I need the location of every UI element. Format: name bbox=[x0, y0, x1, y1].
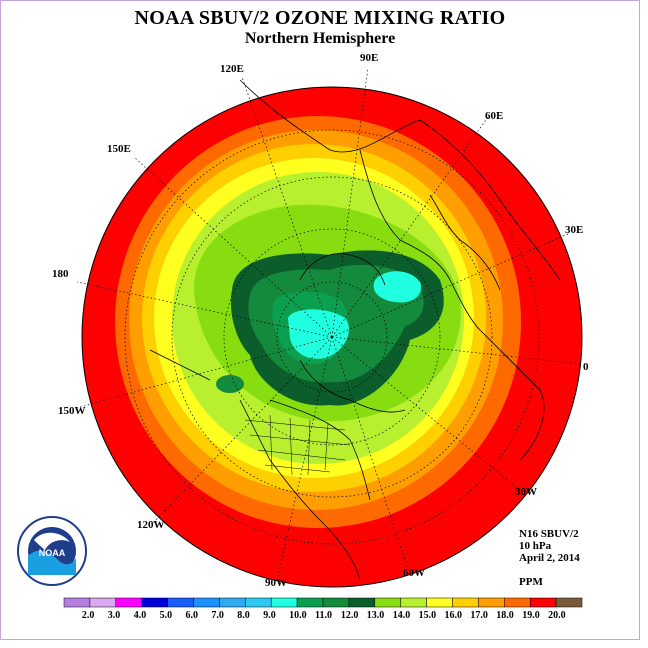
colorbar-swatch bbox=[529, 597, 557, 608]
colorbar-tick-label: 17.0 bbox=[470, 610, 488, 621]
graticule bbox=[76, 67, 581, 581]
colorbar-swatch bbox=[400, 597, 427, 608]
colorbar-swatch bbox=[270, 597, 298, 608]
colorbar-swatch bbox=[141, 597, 168, 608]
colorbar-swatch bbox=[245, 597, 272, 608]
figure-frame bbox=[0, 0, 640, 640]
lon-label-0: 0 bbox=[583, 361, 589, 373]
lon-label-90e: 90E bbox=[360, 52, 378, 64]
lon-label-150w: 150W bbox=[58, 405, 86, 417]
colorbar-tick-label: 5.0 bbox=[160, 610, 173, 621]
instrument-label: N16 SBUV/2 bbox=[519, 528, 579, 540]
lon-label-30w: 30W bbox=[515, 486, 537, 498]
colorbar-tick-label: 13.0 bbox=[367, 610, 385, 621]
colorbar-swatch bbox=[452, 597, 479, 608]
noaa-logo: NOAA bbox=[17, 516, 87, 586]
lon-label-120w: 120W bbox=[137, 519, 165, 531]
ozone-field bbox=[82, 87, 582, 587]
colorbar-swatch bbox=[322, 597, 350, 608]
colorbar-tick-label: 2.0 bbox=[82, 610, 95, 621]
colorbar-swatch bbox=[478, 597, 505, 608]
colorbar-tick-label: 15.0 bbox=[419, 610, 437, 621]
colorbar-tick-label: 3.0 bbox=[108, 610, 121, 621]
colorbar-tick-label: 19.0 bbox=[522, 610, 540, 621]
lon-label-180: 180 bbox=[52, 268, 69, 280]
colorbar-swatch bbox=[167, 597, 194, 608]
level-label: 10 hPa bbox=[519, 540, 552, 552]
colorbar-swatch bbox=[63, 597, 91, 608]
colorbar-tick-label: 16.0 bbox=[445, 610, 463, 621]
map-title: NOAA SBUV/2 OZONE MIXING RATIO bbox=[134, 7, 506, 29]
lon-label-90w: 90W bbox=[265, 577, 287, 589]
colorbar-swatch bbox=[348, 597, 376, 608]
units-label: PPM bbox=[519, 576, 543, 588]
colorbar-tick-label: 18.0 bbox=[496, 610, 514, 621]
colorbar-swatch bbox=[193, 597, 220, 608]
lon-label-150e: 150E bbox=[107, 143, 131, 155]
colorbar-swatch bbox=[426, 597, 453, 608]
colorbar-tick-label: 8.0 bbox=[237, 610, 250, 621]
noaa-logo-text: NOAA bbox=[39, 548, 66, 558]
colorbar-tick-label: 9.0 bbox=[263, 610, 276, 621]
colorbar-swatch bbox=[219, 597, 246, 608]
field-band-9a bbox=[288, 309, 349, 359]
map-boundary bbox=[81, 86, 583, 588]
colorbar-tick-label: 11.0 bbox=[315, 610, 332, 621]
colorbar-swatch bbox=[504, 597, 531, 608]
lon-label-120e: 120E bbox=[220, 63, 244, 75]
colorbar-tick-label: 4.0 bbox=[134, 610, 147, 621]
political-boundaries bbox=[244, 414, 351, 476]
colorbar-tick-label: 14.0 bbox=[393, 610, 411, 621]
colorbar-tick-label: 20.0 bbox=[548, 610, 566, 621]
colorbar-tick-label: 7.0 bbox=[211, 610, 224, 621]
lon-label-60e: 60E bbox=[485, 110, 503, 122]
colorbar-swatch bbox=[555, 597, 583, 608]
colorbar-tick-label: 10.0 bbox=[289, 610, 307, 621]
date-label: April 2, 2014 bbox=[519, 552, 580, 564]
colorbar-swatch bbox=[89, 597, 117, 608]
colorbar-swatch bbox=[115, 597, 142, 608]
map-subtitle: Northern Hemisphere bbox=[244, 30, 396, 47]
lon-label-30e: 30E bbox=[565, 224, 583, 236]
coastlines bbox=[149, 79, 561, 581]
colorbar-swatch bbox=[374, 597, 401, 608]
colorbar-swatch bbox=[296, 597, 324, 608]
colorbar-tick-label: 12.0 bbox=[341, 610, 359, 621]
colorbar-tick-label: 6.0 bbox=[186, 610, 199, 621]
field-band-9b bbox=[373, 271, 422, 303]
lon-label-60w: 60W bbox=[403, 567, 425, 579]
